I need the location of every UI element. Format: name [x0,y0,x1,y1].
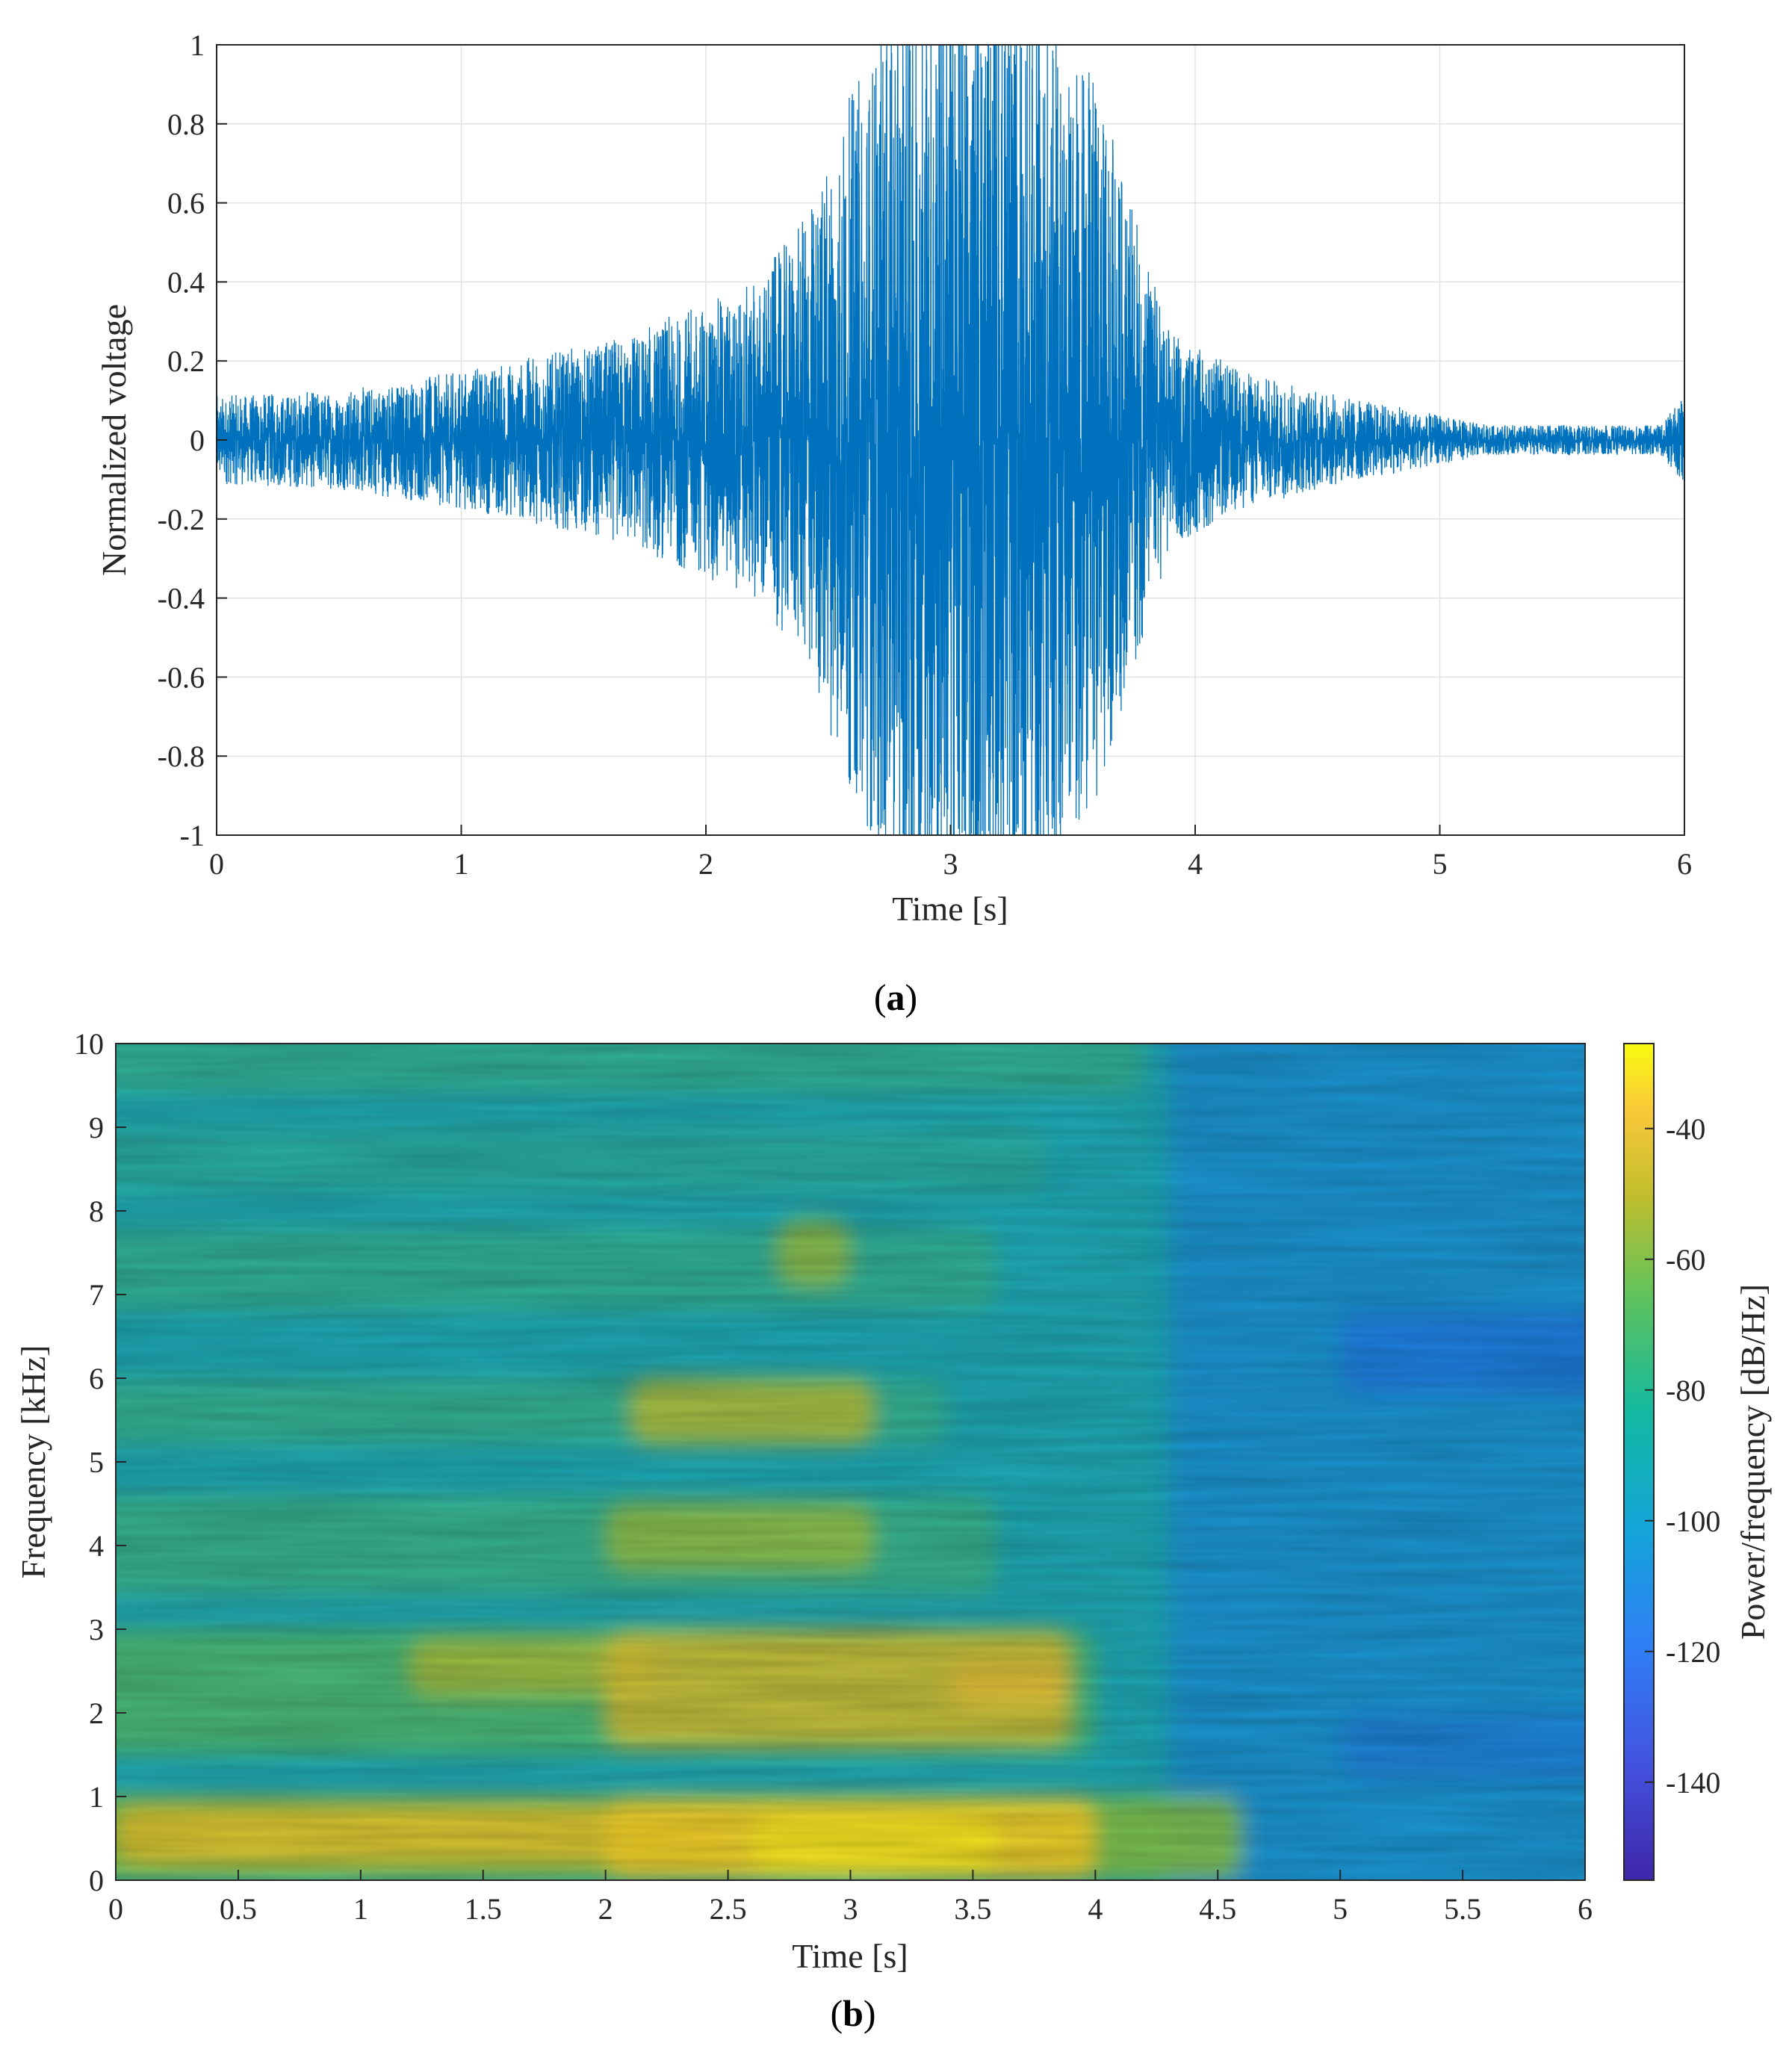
waveform-x-tick-label: 4 [1188,847,1203,881]
colorbar-tick-label: -100 [1666,1504,1720,1538]
waveform-x-tick-label: 5 [1433,847,1448,881]
waveform-x-tick-label: 2 [698,847,713,881]
spectrogram-x-tick-label: 0 [108,1892,123,1926]
waveform-y-tick-label: -0.6 [158,660,205,694]
waveform-y-tick-label: -1 [180,819,205,852]
spectrogram-x-tick-label: 6 [1578,1892,1593,1926]
waveform-series-line [217,45,1684,835]
spectrogram-x-tick-label: 2 [598,1892,613,1926]
spectrogram-y-tick-label: 4 [89,1529,104,1563]
spectrogram-y-tick-label: 7 [89,1278,104,1312]
waveform-x-axis-label: Time [s] [892,890,1008,928]
spectrogram-x-tick-label: 1.5 [465,1892,502,1926]
spectrogram-y-tick-label: 0 [89,1864,104,1897]
spectrogram-x-tick-label: 1 [353,1892,368,1926]
spectrogram-x-tick-label: 2.5 [710,1892,747,1926]
waveform-y-tick-label: 0.2 [167,344,205,378]
spectrogram-x-tick-label: 5.5 [1444,1892,1481,1926]
spectrogram-texture [116,1044,1585,1880]
colorbar-tick-label: -40 [1666,1112,1705,1146]
spectrogram-x-tick-label: 0.5 [220,1892,257,1926]
waveform-y-tick-label: -0.8 [158,740,205,773]
waveform-y-tick-label: -0.2 [158,503,205,536]
waveform-y-axis-label: Normalized voltage [95,304,133,576]
spectrogram-y-tick-label: 6 [89,1362,104,1395]
colorbar-tick-label: -120 [1666,1635,1720,1669]
spectrogram-y-tick-label: 5 [89,1445,104,1479]
spectrogram-x-tick-label: 4.5 [1199,1892,1236,1926]
spectrogram-y-tick-label: 2 [89,1696,104,1730]
waveform-x-tick-label: 0 [209,847,224,881]
waveform-x-tick-label: 3 [943,847,958,881]
waveform-x-tick-label: 6 [1677,847,1692,881]
spectrogram-x-tick-label: 3.5 [954,1892,991,1926]
waveform-y-tick-label: 0.8 [167,108,205,141]
waveform-y-tick-label: 0.4 [167,265,205,299]
waveform-y-tick-label: -0.4 [158,582,205,616]
spectrogram-x-tick-label: 4 [1088,1892,1103,1926]
colorbar-label: Power/frequency [dB/Hz] [1734,1284,1772,1640]
panel-a-label: (a) [874,976,917,1018]
spectrogram-x-tick-label: 3 [843,1892,858,1926]
colorbar-ticks: -40 -60 -80 -100 -120 -140 [1645,1112,1720,1800]
waveform-y-tick-label: 0 [190,424,205,457]
waveform-ticks: 0 1 2 3 4 5 6 1 0.8 0.6 0.4 0.2 0 -0.2 -0.4 -0.6 -0.8 -1 [158,28,1692,881]
waveform-y-tick-label: 1 [190,28,205,62]
spectrogram-y-axis-label: Frequency [kHz] [14,1345,52,1579]
colorbar-tick-label: -60 [1666,1243,1705,1277]
panel-b-label: (b) [830,1992,875,2034]
waveform-y-tick-label: 0.6 [167,187,205,220]
colorbar-tick-label: -80 [1666,1374,1705,1407]
waveform-x-tick-label: 1 [454,847,469,881]
colorbar-tick-label: -140 [1666,1766,1720,1800]
waveform-panel: 0 1 2 3 4 5 610.80.60.40.20-0.2-0.4-0.6-0.8-1 … [95,28,1692,1018]
spectrogram-x-axis-label: Time [s] [792,1937,908,1975]
spectrogram-y-tick-label: 8 [89,1194,104,1228]
spectrogram-y-tick-label: 10 [74,1027,104,1061]
spectrogram-y-tick-label: 1 [89,1780,104,1814]
spectrogram-x-tick-label: 5 [1333,1892,1348,1926]
spectrogram-y-tick-label: 3 [89,1613,104,1646]
spectrogram-y-tick-label: 9 [89,1111,104,1144]
colorbar [1623,1043,1655,1881]
